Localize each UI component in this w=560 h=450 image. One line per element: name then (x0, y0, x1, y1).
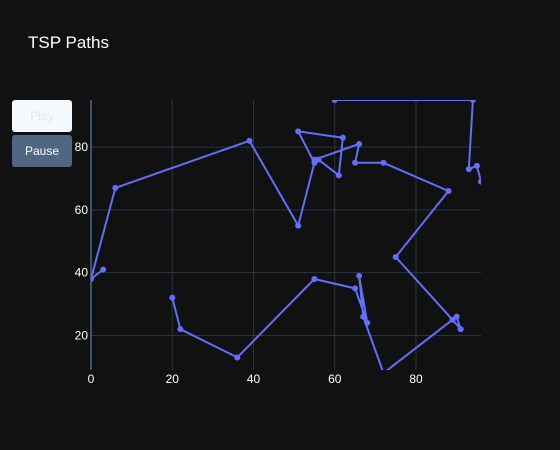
x-tick-label: 20 (166, 372, 180, 386)
city-point (335, 172, 342, 179)
tsp-path-line (91, 130, 462, 370)
y-tick-label: 20 (75, 328, 89, 342)
city-point (364, 319, 371, 326)
y-tick-label: 80 (75, 140, 89, 154)
grid-layer (91, 100, 481, 370)
city-point (169, 294, 176, 301)
x-tick-label: 40 (247, 372, 261, 386)
city-point (445, 188, 452, 195)
city-point (331, 100, 338, 103)
city-point (457, 326, 464, 333)
city-point (473, 162, 480, 169)
city-point (449, 316, 456, 323)
tsp-path-line (334, 100, 481, 182)
city-point (112, 184, 119, 191)
x-tick-label: 60 (328, 372, 342, 386)
city-point (246, 137, 253, 144)
city-point (465, 166, 472, 173)
city-point (234, 354, 241, 361)
city-point (478, 178, 481, 185)
city-point (356, 140, 363, 147)
city-point (360, 313, 367, 320)
y-tick-label: 60 (75, 203, 89, 217)
chart-title: TSP Paths (28, 33, 109, 52)
x-tick-label: 0 (88, 372, 95, 386)
pause-button[interactable]: Pause (12, 135, 72, 167)
city-point (392, 253, 399, 260)
city-point (295, 128, 302, 135)
play-button[interactable]: Play (12, 100, 72, 132)
city-point (352, 285, 359, 292)
city-point (177, 326, 184, 333)
city-point (352, 159, 359, 166)
city-point (356, 272, 363, 279)
city-point (315, 156, 322, 163)
city-point (311, 159, 318, 166)
city-point (339, 134, 346, 141)
city-point (295, 222, 302, 229)
city-point (91, 275, 94, 282)
city-point (453, 313, 460, 320)
path-layer (91, 100, 481, 376)
tick-layer: 0 20 40 60 80 20 40 60 80 (75, 140, 423, 386)
city-point (100, 266, 107, 273)
city-point (311, 275, 318, 282)
x-tick-label: 80 (409, 372, 423, 386)
y-tick-label: 40 (75, 266, 89, 280)
city-point (469, 100, 476, 103)
city-point (380, 159, 387, 166)
city-point (381, 370, 387, 376)
